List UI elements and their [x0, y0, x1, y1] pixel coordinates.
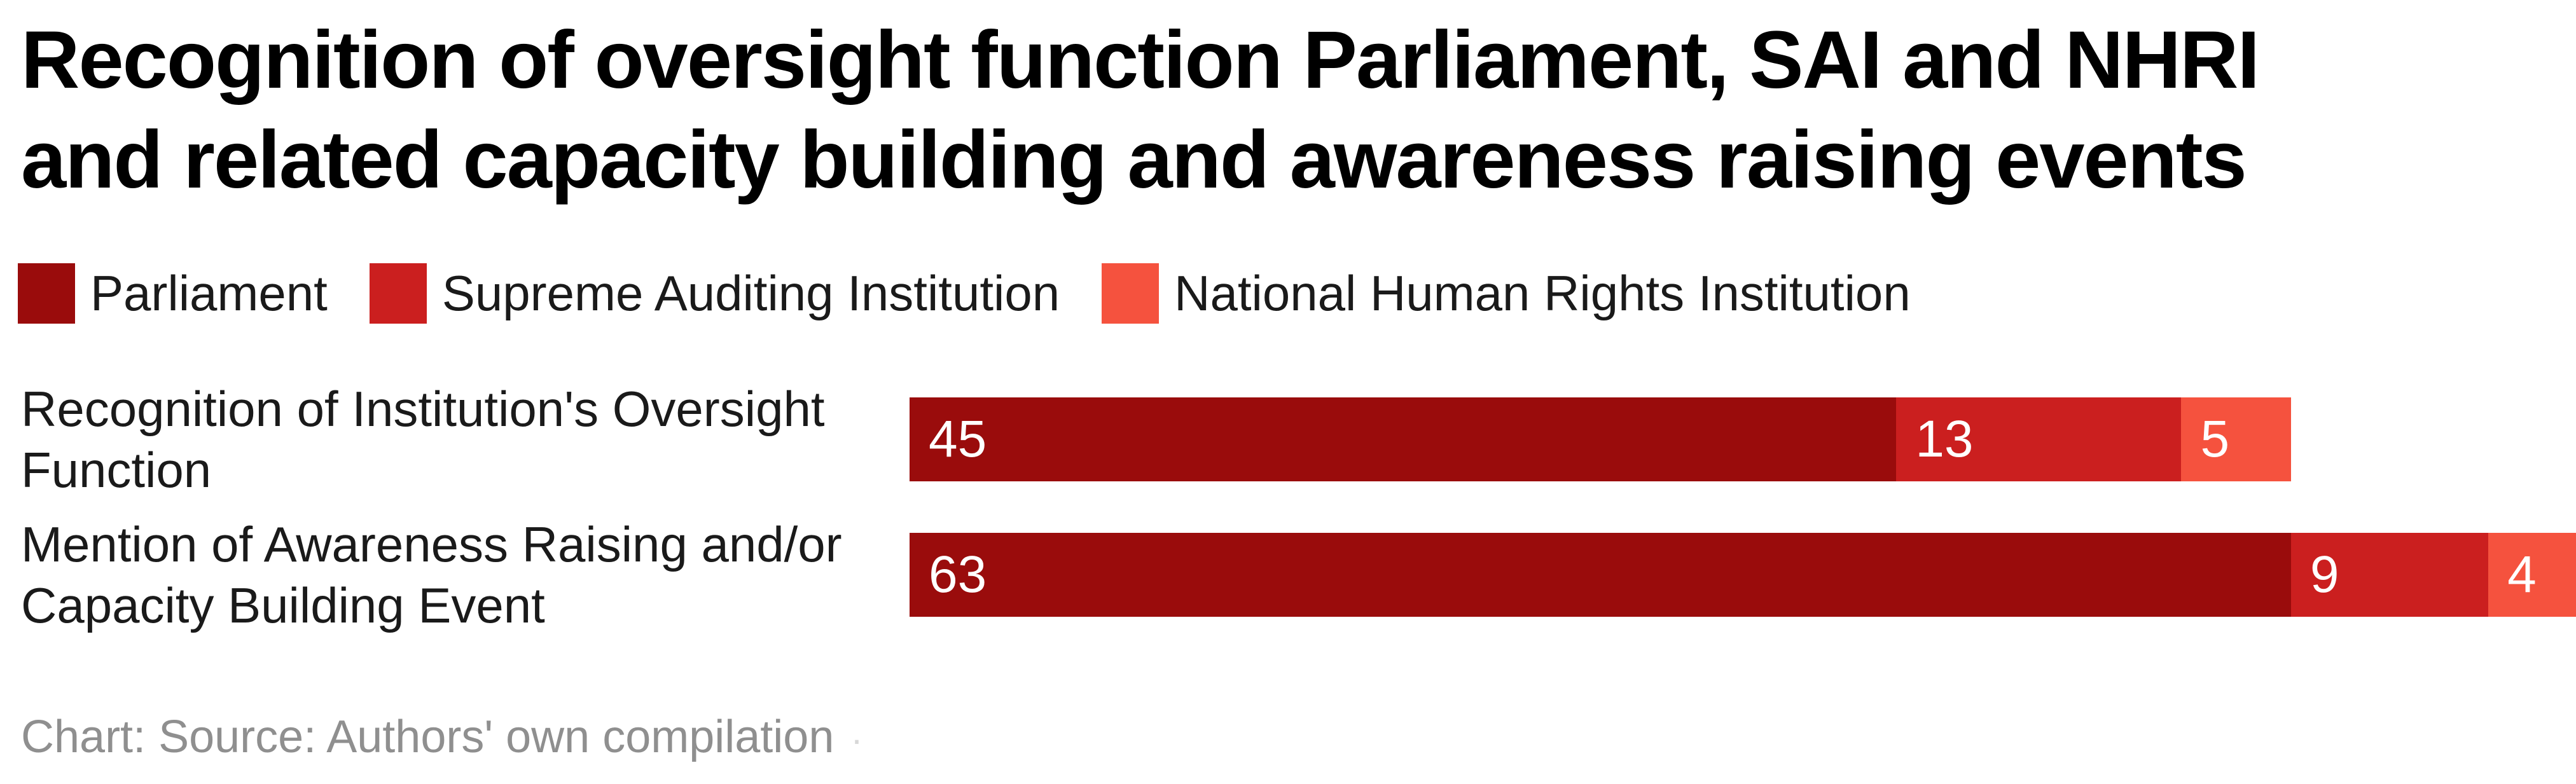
bar-segment: 63 — [910, 533, 2291, 617]
legend-item-label: National Human Rights Institution — [1174, 265, 1911, 321]
bar-row: Mention of Awareness Raising and/or Capac… — [21, 516, 2576, 633]
category-label: Recognition of Institution's Oversight Fu… — [21, 381, 910, 498]
chart-title-line-1: Recognition of oversight function Parlia… — [21, 15, 2260, 106]
bar-track: 63 9 4 — [910, 533, 2576, 617]
bar-segment: 5 — [2181, 397, 2291, 481]
category-label: Mention of Awareness Raising and/or Capac… — [21, 516, 910, 633]
legend-color-swatch — [18, 263, 75, 324]
bar-value-label: 63 — [929, 546, 987, 603]
bar-segment: 9 — [2290, 533, 2489, 617]
bar-value-label: 9 — [2309, 546, 2339, 603]
category-label-line: Recognition of Institution's Oversight — [21, 381, 825, 437]
bar-value-label: 13 — [1915, 410, 1974, 468]
bar-segment: 13 — [1896, 397, 2182, 481]
category-label-line: Capacity Building Event — [21, 577, 545, 633]
bar-track: 45 13 5 — [910, 397, 2576, 481]
legend-color-swatch — [1102, 263, 1160, 324]
legend: Parliament Supreme Auditing Institution Na… — [18, 263, 1911, 324]
bar-value-label: 5 — [2200, 410, 2230, 468]
chart-title: Recognition of oversight function Parlia… — [21, 10, 2260, 210]
bar-row: Recognition of Institution's Oversight Fu… — [21, 381, 2576, 498]
category-label-line: Function — [21, 442, 212, 498]
legend-item: Parliament — [18, 263, 328, 324]
legend-item: National Human Rights Institution — [1102, 263, 1911, 324]
footer-source-text: Chart: Source: Authors' own compilation — [21, 712, 834, 762]
bar-value-label: 4 — [2507, 546, 2537, 603]
legend-item-label: Parliament — [90, 265, 328, 321]
legend-item-label: Supreme Auditing Institution — [441, 265, 1060, 321]
chart-footer: Chart: Source: Authors' own compilation · — [21, 712, 863, 762]
bar-segment: 4 — [2488, 533, 2576, 617]
category-label-line: Mention of Awareness Raising and/or — [21, 516, 842, 572]
legend-item: Supreme Auditing Institution — [369, 263, 1060, 324]
chart-title-line-2: and related capacity building and awaren… — [21, 114, 2247, 205]
footer-trailing-mark: · — [850, 719, 863, 760]
legend-color-swatch — [369, 263, 427, 324]
bar-segment: 45 — [910, 397, 1897, 481]
bar-value-label: 45 — [929, 410, 987, 468]
